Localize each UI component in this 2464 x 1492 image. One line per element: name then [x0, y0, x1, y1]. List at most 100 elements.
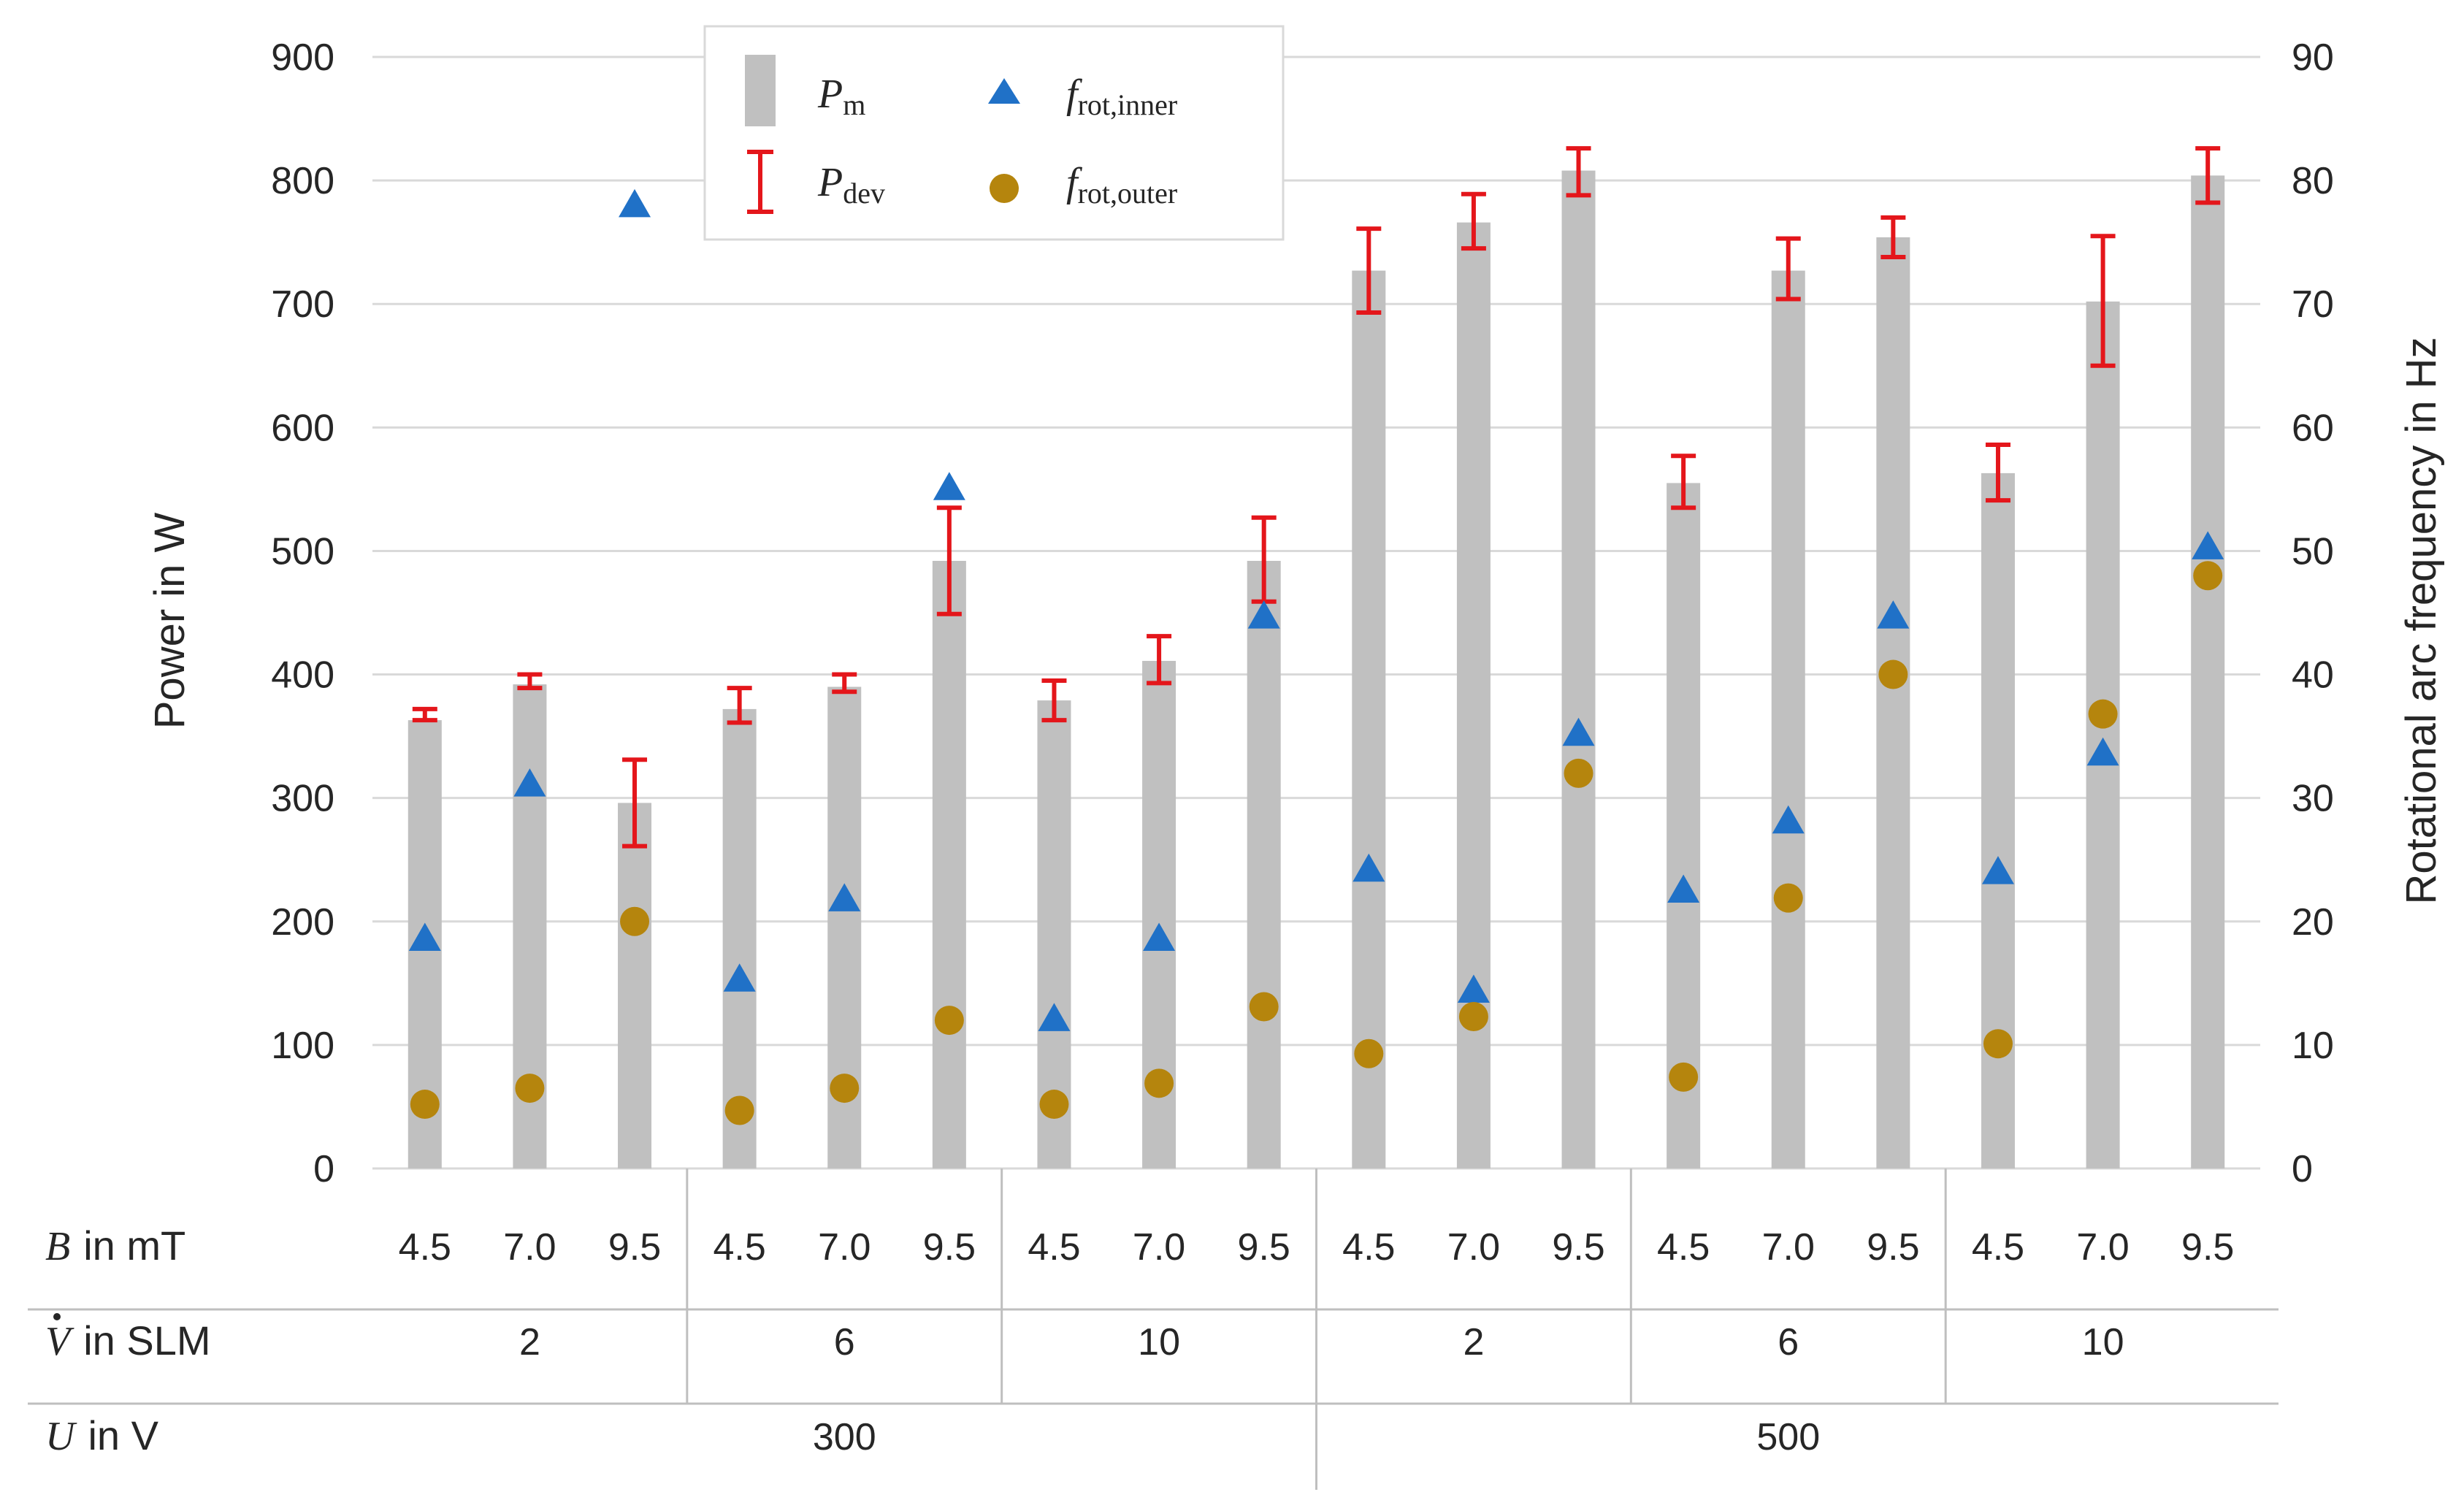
right-tick-label: 0	[2292, 1148, 2313, 1190]
b-field-cell: 9.5	[1238, 1226, 1290, 1269]
right-tick-label: 50	[2292, 530, 2334, 573]
outer-frequency-point	[1039, 1090, 1069, 1120]
right-tick-label: 10	[2292, 1025, 2334, 1067]
left-axis-ticks: 0 100 200 300 400 500 600 700 800 900	[271, 37, 334, 1190]
outer-frequency-point	[515, 1074, 545, 1103]
flow-rate-cell: 6	[1778, 1321, 1799, 1363]
outer-frequency-point	[1458, 1001, 1488, 1031]
flow-rate-cell: 6	[834, 1321, 855, 1363]
outer-frequency-markers	[410, 561, 2223, 1125]
inner-frequency-point	[619, 188, 651, 218]
errorbar	[1566, 146, 1591, 198]
left-tick-label: 900	[271, 37, 334, 79]
inner-frequency-point	[1562, 717, 1595, 746]
errorbar	[1880, 215, 1906, 259]
dot-accent	[53, 1313, 61, 1320]
power-bar	[1771, 270, 1805, 1168]
legend-swatch-outer	[990, 174, 1019, 203]
flow-rate-cell: 2	[1463, 1321, 1484, 1363]
power-bar	[1247, 560, 1281, 1168]
legend: Pm Pdev frot,inner frot,outer	[703, 25, 1285, 241]
inner-frequency-point	[1667, 874, 1700, 903]
gridlines	[372, 56, 2260, 1170]
deviation-errorbars	[412, 146, 2221, 849]
outer-frequency-point	[1773, 883, 1803, 913]
errorbar	[1461, 191, 1486, 251]
errorbar	[2090, 234, 2116, 368]
left-tick-label: 200	[271, 901, 334, 944]
errorbar	[1147, 634, 1172, 686]
inner-frequency-point	[1352, 853, 1385, 882]
outer-frequency-point	[1564, 758, 1593, 788]
b-field-cell: 9.5	[923, 1226, 976, 1269]
voltage-cell: 300	[813, 1416, 876, 1458]
inner-frequency-point	[1143, 922, 1176, 951]
right-tick-label: 70	[2292, 283, 2334, 326]
right-tick-label: 60	[2292, 407, 2334, 449]
errorbar	[1775, 236, 1801, 302]
b-field-cell: 4.5	[1972, 1226, 2024, 1269]
left-tick-label: 0	[313, 1148, 334, 1190]
errorbar	[1985, 443, 2010, 503]
flow-rate-cell: 10	[1138, 1321, 1180, 1363]
right-tick-label: 40	[2292, 654, 2334, 697]
power-bar	[932, 560, 966, 1168]
outer-frequency-point	[2193, 561, 2223, 591]
inner-frequency-point	[933, 472, 965, 500]
legend-label-pm: Pm	[817, 72, 865, 121]
outer-frequency-point	[934, 1006, 964, 1036]
power-bar	[1981, 473, 2015, 1168]
outer-frequency-point	[1669, 1062, 1699, 1092]
errorbar	[412, 706, 437, 723]
errorbar	[2195, 146, 2221, 205]
b-field-cell: 4.5	[399, 1226, 451, 1269]
errorbar	[1356, 226, 1382, 315]
inner-frequency-point	[723, 963, 756, 992]
errorbar	[1041, 678, 1067, 723]
outer-frequency-point	[410, 1090, 440, 1120]
errorbar	[727, 686, 752, 725]
power-bar	[722, 708, 757, 1168]
power-bar	[1667, 483, 1701, 1168]
inner-frequency-point	[408, 922, 441, 951]
right-axis-title: Rotational arc frequency in Hz	[2398, 337, 2445, 905]
power-bar	[2191, 175, 2225, 1168]
left-axis-title: Power in W	[146, 512, 194, 729]
left-tick-label: 700	[271, 283, 334, 326]
errorbar	[936, 505, 962, 616]
b-field-cell: 7.0	[1133, 1226, 1185, 1269]
outer-frequency-point	[620, 906, 650, 936]
b-field-cell: 9.5	[608, 1226, 661, 1269]
row-unit: in mT	[83, 1223, 185, 1269]
b-field-cell: 4.5	[1028, 1226, 1080, 1269]
b-field-cell: 4.5	[713, 1226, 765, 1269]
row-unit: in SLM	[83, 1317, 210, 1363]
inner-frequency-point	[1038, 1003, 1071, 1031]
b-field-cell: 7.0	[2076, 1226, 2129, 1269]
legend-swatch-pm	[745, 55, 776, 126]
outer-frequency-point	[1249, 992, 1279, 1022]
left-tick-label: 800	[271, 160, 334, 202]
left-tick-label: 100	[271, 1025, 334, 1067]
right-tick-label: 20	[2292, 901, 2334, 944]
power-bar	[1561, 170, 1596, 1168]
outer-frequency-point	[724, 1095, 754, 1125]
power-bars	[408, 170, 2225, 1169]
inner-frequency-markers	[408, 188, 2224, 1031]
left-tick-label: 600	[271, 407, 334, 449]
outer-frequency-point	[1354, 1038, 1384, 1068]
inner-frequency-point	[2086, 737, 2119, 766]
b-field-cell: 7.0	[818, 1226, 871, 1269]
row-symbol: U	[45, 1414, 77, 1459]
errorbar	[622, 757, 648, 849]
legend-swatch-inner	[988, 78, 1020, 104]
outer-frequency-point	[830, 1074, 860, 1103]
inner-frequency-point	[513, 768, 546, 797]
outer-frequency-point	[1983, 1029, 2013, 1059]
inner-frequency-point	[1457, 974, 1490, 1003]
right-tick-label: 30	[2292, 778, 2334, 820]
